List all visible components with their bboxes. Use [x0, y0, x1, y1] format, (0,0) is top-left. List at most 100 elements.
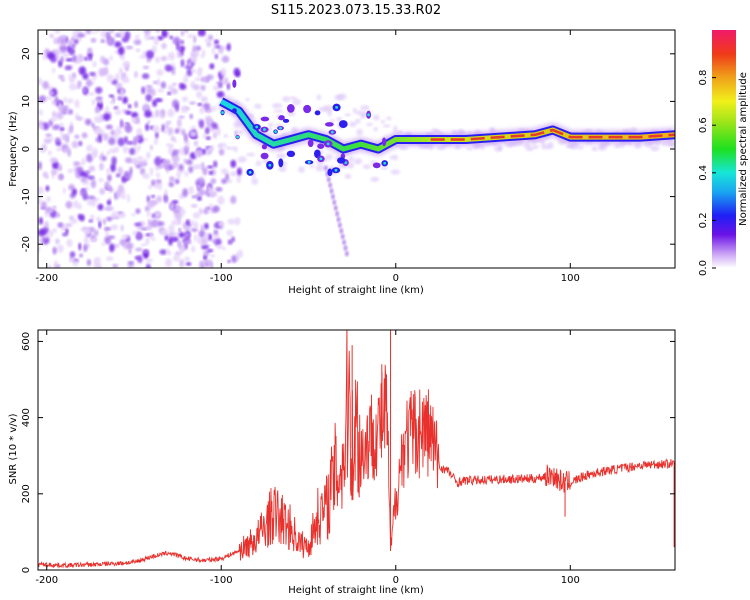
noise-speckle	[88, 92, 95, 96]
noise-speckle	[52, 205, 57, 209]
noise-speckle	[199, 106, 205, 114]
ridge-blob-core	[221, 111, 224, 114]
noise-speckle	[142, 158, 148, 163]
noise-speckle	[179, 245, 184, 254]
noise-speckle	[78, 242, 82, 251]
noise-speckle	[40, 206, 47, 210]
noise-speckle	[91, 151, 98, 159]
noise-speckle	[192, 212, 201, 219]
noise-speckle	[212, 205, 220, 213]
ridge-blob	[381, 137, 387, 147]
noise-speckle	[107, 174, 112, 182]
noise-speckle	[214, 45, 221, 49]
noise-speckle	[65, 58, 74, 62]
noise-speckle	[226, 82, 230, 91]
noise-speckle	[148, 185, 153, 190]
noise-speckle	[191, 195, 198, 199]
noise-speckle	[99, 162, 104, 171]
noise-speckle	[202, 134, 206, 139]
noise-speckle	[102, 112, 111, 121]
noise-speckle	[178, 231, 185, 238]
streak-speckle	[345, 251, 349, 257]
noise-speckle	[80, 177, 88, 183]
spectrogram-y-label: Frequency (Hz)	[8, 111, 19, 187]
noise-speckle	[101, 133, 110, 141]
ridge-halo-speckle	[591, 146, 598, 152]
noise-speckle	[122, 60, 131, 68]
noise-speckle	[120, 224, 124, 232]
noise-speckle	[126, 140, 135, 145]
noise-speckle	[213, 160, 218, 168]
noise-speckle	[52, 227, 57, 233]
noise-speckle	[45, 175, 49, 179]
ridge-blob-core	[330, 130, 334, 134]
noise-speckle	[49, 157, 58, 164]
noise-speckle	[119, 87, 125, 97]
noise-speckle	[149, 167, 154, 176]
noise-speckle	[153, 139, 159, 145]
noise-speckle	[161, 123, 165, 132]
noise-speckle	[105, 256, 114, 261]
noise-speckle	[39, 109, 43, 116]
noise-speckle	[192, 84, 201, 91]
noise-speckle	[197, 102, 202, 107]
streak-speckle	[333, 205, 338, 211]
noise-speckle	[134, 222, 142, 227]
noise-speckle	[175, 206, 183, 211]
spectrogram-ridge	[217, 79, 675, 177]
noise-speckle	[60, 55, 64, 63]
noise-speckle	[205, 77, 209, 83]
ridge-halo-speckle	[223, 134, 229, 138]
noise-speckle	[210, 254, 216, 258]
ridge-halo-speckle	[370, 176, 380, 182]
noise-speckle	[167, 51, 176, 61]
noise-speckle	[230, 159, 237, 168]
snr-y-tick-label: 0	[21, 567, 32, 573]
noise-speckle	[187, 61, 192, 68]
noise-speckle	[63, 147, 67, 154]
noise-speckle	[217, 221, 224, 227]
noise-speckle	[106, 199, 111, 206]
ridge-halo-speckle	[661, 141, 671, 147]
noise-speckle	[167, 147, 173, 154]
noise-speckle	[45, 133, 52, 138]
noise-speckle	[210, 178, 217, 185]
noise-speckle	[174, 128, 180, 134]
noise-speckle	[55, 147, 63, 152]
noise-speckle	[218, 83, 223, 89]
ridge-halo-speckle	[329, 119, 335, 123]
noise-speckle	[203, 254, 208, 259]
noise-speckle	[118, 212, 126, 219]
noise-speckle	[123, 77, 130, 84]
noise-speckle	[149, 231, 153, 240]
noise-speckle	[216, 244, 224, 250]
noise-speckle	[222, 246, 226, 251]
noise-speckle	[170, 237, 179, 242]
noise-speckle	[183, 239, 192, 245]
noise-speckle	[52, 124, 61, 131]
noise-speckle	[136, 48, 140, 52]
streak-speckle	[329, 188, 334, 194]
ridge-blob-core	[274, 130, 277, 134]
noise-speckle	[198, 67, 203, 72]
ridge-halo-speckle	[237, 156, 247, 163]
ridge-halo-speckle	[237, 129, 244, 135]
noise-speckle	[98, 177, 104, 183]
ridge-halo-speckle	[361, 110, 367, 116]
noise-speckle	[136, 231, 141, 237]
noise-speckle	[40, 147, 45, 154]
noise-speckle	[56, 212, 60, 218]
noise-speckle	[139, 55, 148, 59]
noise-speckle	[154, 156, 162, 166]
ridge-blob	[317, 143, 325, 150]
ridge-blob	[313, 149, 321, 159]
noise-speckle	[145, 237, 150, 246]
spectrogram-x-tick-label: -100	[210, 273, 233, 284]
ridge-halo-speckle	[289, 96, 297, 100]
ridge-halo-speckle	[298, 166, 305, 173]
noise-speckle	[90, 179, 97, 189]
noise-speckle	[227, 218, 236, 225]
noise-speckle	[154, 180, 159, 189]
noise-speckle	[108, 137, 116, 146]
noise-speckle	[211, 122, 218, 129]
